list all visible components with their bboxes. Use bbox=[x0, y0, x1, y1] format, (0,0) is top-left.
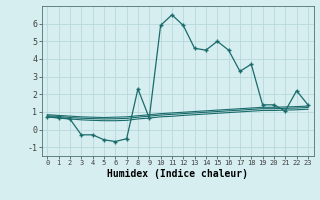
X-axis label: Humidex (Indice chaleur): Humidex (Indice chaleur) bbox=[107, 169, 248, 179]
